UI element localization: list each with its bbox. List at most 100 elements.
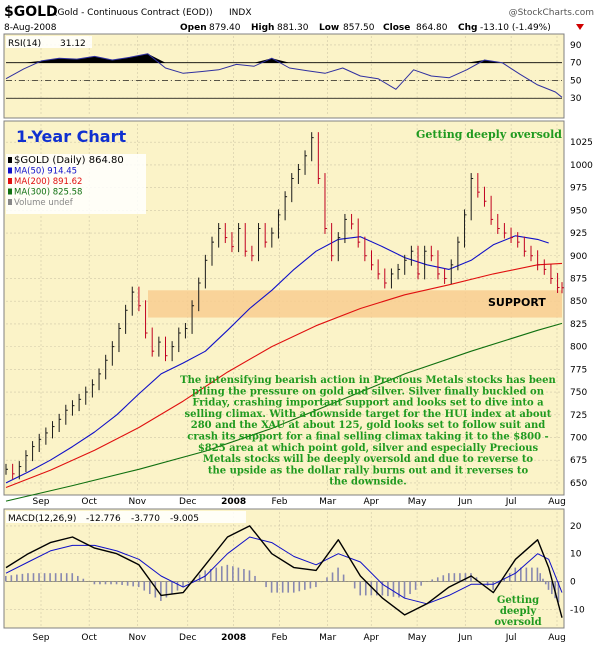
price-y-tick-label: 1000 [570, 161, 593, 171]
open-value: 879.40 [209, 23, 241, 33]
macd-histogram-bar [539, 573, 542, 582]
commentary-line: crash its support for a final selling cl… [187, 432, 548, 443]
macd-histogram-bar [392, 581, 395, 597]
macd-histogram-bar [315, 581, 317, 588]
macd-histogram-bar [32, 573, 35, 582]
macd-histogram-bar [514, 567, 517, 582]
rsi-line [5, 53, 563, 98]
macd-histogram-bar [364, 581, 367, 596]
macd-histogram-bar [520, 567, 522, 582]
chg-value: -13.10 (-1.49%) [480, 23, 551, 33]
price-y-tick-label: 925 [570, 229, 587, 239]
macd-histogram-bar [65, 573, 68, 582]
macd-panel [3, 508, 565, 629]
rsi-y-tick-label: 70 [570, 59, 582, 69]
period-title: 1-Year Chart [16, 127, 126, 146]
watermark: @StockCharts.com [509, 8, 594, 18]
macd-histogram-bar [459, 573, 461, 582]
macd-x-tick-label: Feb [272, 633, 288, 643]
low-value: 857.50 [343, 23, 375, 33]
commentary-line: Metals stocks will be deeply oversold an… [203, 454, 534, 465]
macd-histogram-bar [115, 581, 118, 585]
macd-histogram-bar [331, 572, 334, 582]
price-x-tick-label: Sep [33, 497, 50, 507]
macd-histogram-bar [5, 575, 7, 582]
close-label: Close [383, 23, 410, 33]
macd-histogram-bar [54, 573, 57, 582]
macd-histogram-bar [10, 575, 13, 582]
macd-histogram-bar [387, 581, 389, 597]
close-value: 864.80 [416, 23, 448, 33]
price-x-tick-label: May [408, 497, 427, 507]
header-date: 8-Aug-2008 [4, 23, 57, 33]
macd-histogram-bar [420, 581, 422, 586]
macd-value-3: -9.005 [170, 514, 199, 524]
commentary-line: The intensifying bearish action in Preci… [180, 375, 556, 386]
price-y-tick-label: 650 [570, 479, 587, 489]
header-exchange: INDX [229, 8, 251, 18]
macd-histogram-bar [265, 581, 267, 588]
macd-label-bg [6, 511, 246, 523]
header-name: (Gold - Continuous Contract (EOD)) [54, 8, 213, 18]
macd-histogram-bar [503, 578, 506, 582]
legend-entry-ma300: MA(300) 825.58 [14, 188, 82, 198]
macd-histogram-bar [287, 581, 290, 593]
macd-histogram-bar [309, 581, 312, 589]
macd-histogram-bar [448, 573, 450, 582]
macd-histogram-bar [270, 581, 273, 593]
macd-x-tick-label: May [408, 633, 427, 643]
macd-histogram-bar [137, 581, 140, 588]
macd-histogram-bar [508, 573, 511, 582]
macd-y-tick-label: 0 [570, 578, 576, 588]
macd-histogram-bar [281, 581, 284, 593]
macd-histogram-bar [298, 581, 301, 592]
legend-swatch [8, 167, 12, 174]
price-y-tick-label: 950 [570, 206, 587, 216]
commentary-line: the upside as the dollar rally burns out… [208, 465, 529, 476]
macd-histogram-bar [497, 581, 500, 585]
macd-histogram-bar [453, 573, 456, 582]
low-label: Low [319, 23, 339, 33]
legend-entry-ma50: MA(50) 914.45 [14, 167, 77, 177]
macd-histogram-bar [110, 581, 112, 585]
macd-histogram-bar [436, 577, 439, 582]
legend-swatch [8, 188, 12, 195]
macd-value-2: -3.770 [131, 514, 160, 524]
macd-histogram-bar [320, 581, 323, 583]
price-x-tick-label: Apr [363, 497, 379, 507]
price-x-tick-label: Mar [319, 497, 336, 507]
macd-histogram-bar [21, 573, 24, 582]
macd-histogram-bar [154, 581, 157, 598]
price-y-tick-label: 800 [570, 343, 587, 353]
price-y-tick-label: 700 [570, 433, 587, 443]
support-band [148, 290, 562, 318]
macd-histogram-bar [398, 581, 400, 598]
price-y-tick-label: 1025 [570, 138, 593, 148]
commentary-line: $825 area at which point gold, silver an… [198, 443, 539, 454]
macd-histogram-bar [536, 567, 539, 582]
price-x-tick-label: 2008 [221, 497, 246, 507]
price-y-tick-label: 975 [570, 184, 587, 194]
price-y-tick-label: 775 [570, 365, 587, 375]
commentary-line: the downside. [329, 477, 407, 488]
macd-histogram-bar [49, 573, 51, 582]
macd-histogram-bar [182, 581, 184, 588]
macd-histogram-bar [292, 581, 295, 593]
legend-box [6, 154, 146, 214]
macd-line [5, 525, 563, 618]
macd-histogram-bar [542, 578, 544, 582]
macd-value-1: -12.776 [86, 514, 121, 524]
macd-histogram-bar [254, 575, 256, 582]
commentary-line: Friday, crashing important support and l… [192, 398, 544, 409]
macd-histogram-bar [342, 574, 345, 582]
macd-signal-line [5, 536, 563, 605]
price-ma300-line [5, 322, 563, 502]
oversold-note-top: Getting deeply oversold [416, 128, 562, 141]
macd-x-tick-label: 2008 [221, 633, 246, 643]
macd-histogram-bar [370, 581, 373, 596]
macd-histogram-bar [43, 573, 46, 582]
macd-histogram-bar [525, 567, 528, 582]
macd-histogram-bar [187, 581, 190, 583]
macd-x-tick-label: Sep [33, 633, 50, 643]
macd-x-tick-label: Oct [81, 633, 97, 643]
